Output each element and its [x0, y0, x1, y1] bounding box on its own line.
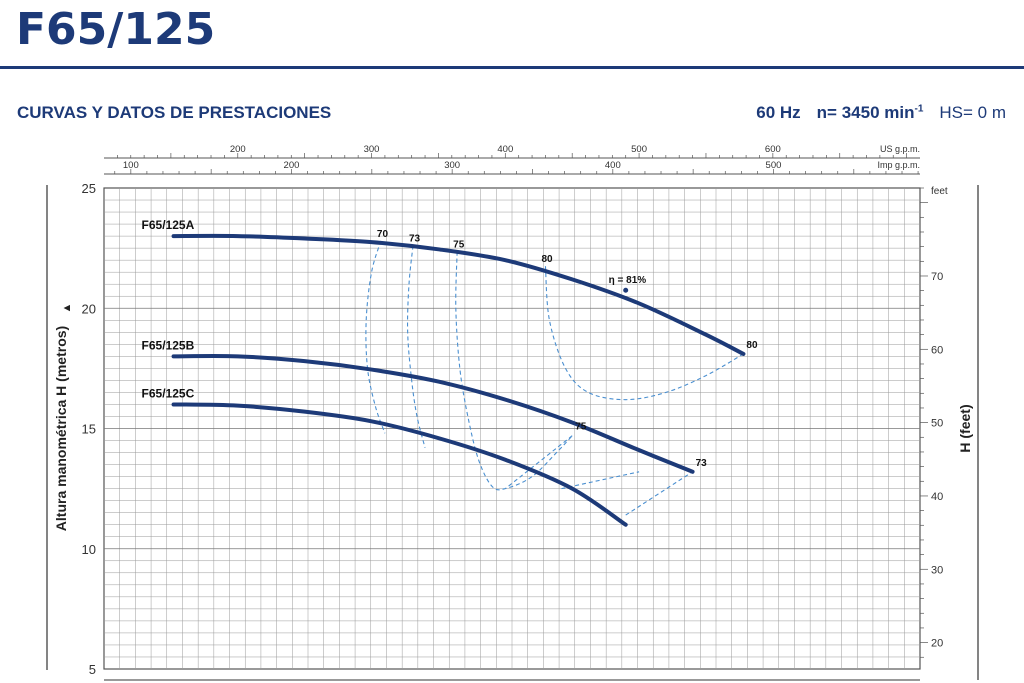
- y2-axis-label: H (feet): [957, 404, 973, 452]
- imp-gpm-tick-label: 500: [766, 160, 782, 171]
- y-tick-label: 5: [89, 662, 96, 677]
- series-label: F65/125C: [142, 386, 195, 400]
- y-tick-label: 15: [82, 422, 96, 437]
- efficiency-annotation: 80: [746, 340, 758, 351]
- imp-gpm-tick-label: 400: [605, 160, 621, 171]
- us-gpm-unit: US g.p.m.: [880, 144, 920, 154]
- imp-gpm-unit: Imp g.p.m.: [877, 160, 920, 170]
- y-tick-label: 20: [82, 301, 96, 316]
- y-axis-label: Altura manométrica H (metros): [53, 326, 69, 531]
- efficiency-label: 75: [453, 240, 465, 251]
- frequency-label: 60 Hz: [756, 103, 801, 122]
- page-title: F65/125: [16, 4, 216, 55]
- y-axis-arrow: ▲: [61, 303, 73, 314]
- y2-tick-label: 40: [931, 491, 943, 503]
- efficiency-label: 73: [409, 234, 421, 245]
- efficiency-curve-link-5: [504, 435, 573, 490]
- section-title: CURVAS Y DATOS DE PRESTACIONES: [17, 103, 332, 122]
- us-gpm-tick-label: 600: [765, 144, 781, 155]
- y2-tick-label: 20: [931, 638, 943, 650]
- y2-tick-label: 70: [931, 271, 943, 283]
- efficiency-annotation: 73: [696, 458, 708, 469]
- efficiency-curve-80: [544, 266, 744, 401]
- imp-gpm-tick-label: 100: [123, 160, 139, 171]
- imp-gpm-tick-label: 200: [284, 160, 300, 171]
- series-line-f65-125a: [171, 233, 746, 356]
- y2-unit-label: feet: [931, 186, 948, 197]
- bep-marker: [623, 287, 629, 293]
- us-gpm-tick-label: 200: [230, 144, 246, 155]
- series-line-f65-125b: [171, 353, 695, 474]
- efficiency-label: 70: [377, 229, 389, 240]
- y2-tick-label: 30: [931, 564, 943, 576]
- series-label: F65/125B: [142, 338, 195, 352]
- series-line-f65-125c: [171, 402, 628, 527]
- y2-tick-label: 60: [931, 344, 943, 356]
- series-label: F65/125A: [142, 218, 195, 232]
- efficiency-curve-70: [365, 240, 386, 434]
- y-tick-label: 25: [82, 181, 96, 196]
- y-tick-label: 10: [82, 542, 96, 557]
- us-gpm-tick-label: 300: [364, 144, 380, 155]
- imp-gpm-tick-label: 300: [444, 160, 460, 171]
- efficiency-label: 80: [541, 254, 553, 265]
- efficiency-annotation: η = 81%: [609, 275, 647, 286]
- performance-chart: 200 300 400 500 600 100 200 300 400 500 US g.p.m. I…: [46, 144, 979, 681]
- efficiency-curve-75: [455, 251, 573, 491]
- efficiency-annotation: 75: [575, 422, 587, 433]
- speed-exponent: -1: [914, 103, 924, 115]
- speed-label: n= 3450 min-1: [817, 103, 924, 122]
- us-gpm-tick-label: 400: [497, 144, 513, 155]
- title-divider: [0, 66, 1024, 69]
- hs-label: HS= 0 m: [939, 103, 1006, 122]
- operating-conditions: 60 Hz n= 3450 min-1 HS= 0 m: [756, 103, 1006, 123]
- us-gpm-tick-label: 500: [631, 144, 647, 155]
- y2-tick-label: 50: [931, 418, 943, 430]
- speed-value: n= 3450 min: [816, 103, 915, 122]
